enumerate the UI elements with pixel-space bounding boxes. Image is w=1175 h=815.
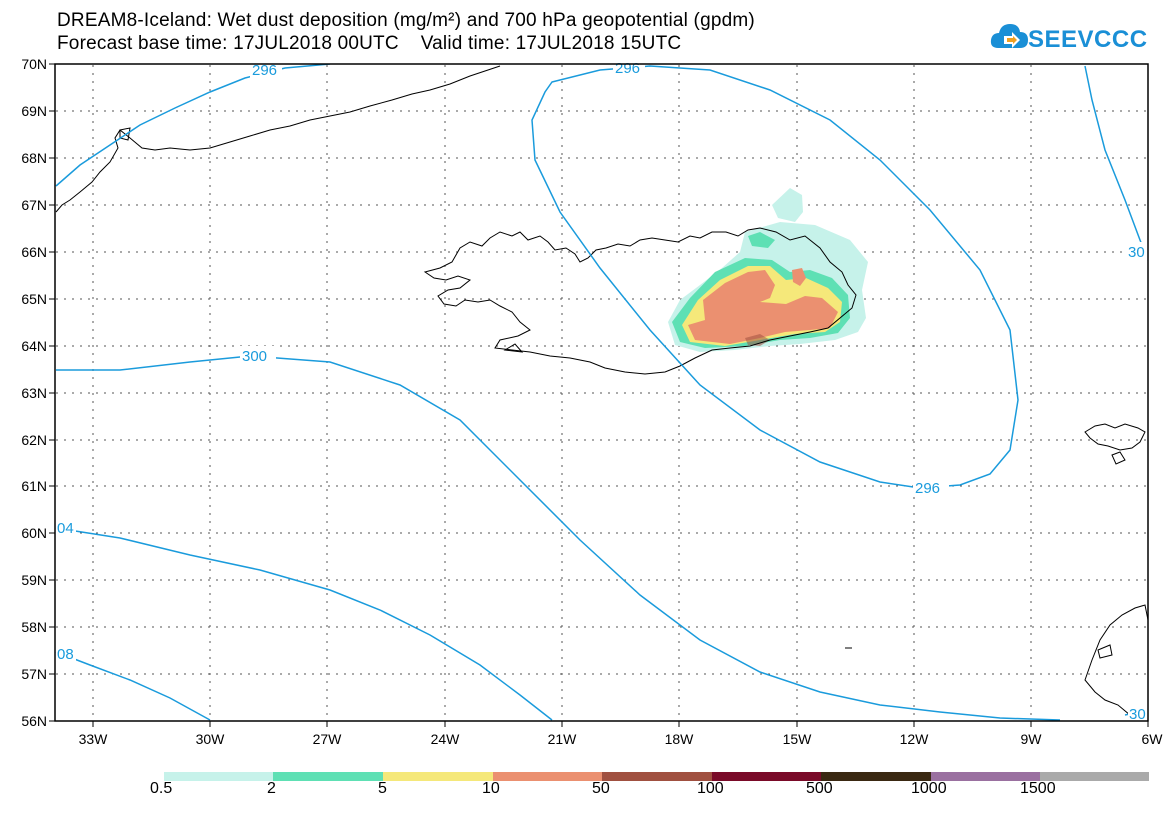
legend-label: 10 [482, 780, 500, 797]
lat-label: 56N [21, 713, 47, 729]
legend-swatch [602, 772, 712, 781]
lat-label: 65N [21, 291, 47, 307]
legend-label: 500 [806, 780, 833, 797]
legend-swatch [164, 772, 273, 781]
contour-label: 296 [252, 62, 277, 79]
legend-swatch [273, 772, 383, 781]
lat-label: 64N [21, 338, 47, 354]
logo-text: SEEVCCC [1028, 26, 1148, 53]
lat-label: 57N [21, 666, 47, 682]
lat-label: 61N [21, 478, 47, 494]
map-subtitle: Forecast base time: 17JUL2018 00UTC Vali… [57, 33, 682, 54]
contour-label: 296 [615, 60, 640, 77]
legend-swatch [821, 772, 931, 781]
legend-swatch [712, 772, 821, 781]
lat-label: 60N [21, 525, 47, 541]
legend-label: 1000 [911, 780, 947, 797]
latitude-labels: 70N 69N 68N 67N 66N 65N 64N 63N 62N 61N … [21, 56, 47, 729]
lon-label: 12W [900, 731, 930, 747]
legend-swatch [383, 772, 493, 781]
coastlines [55, 65, 1148, 721]
legend-swatch [931, 772, 1040, 781]
lon-label: 15W [783, 731, 813, 747]
lat-label: 58N [21, 619, 47, 635]
legend-swatch [1040, 772, 1149, 781]
legend-label: 2 [267, 780, 276, 797]
lon-label: 33W [79, 731, 109, 747]
lat-label: 59N [21, 572, 47, 588]
contour-label: 296 [915, 480, 940, 497]
legend-label: 5 [378, 780, 387, 797]
lat-label: 67N [21, 197, 47, 213]
legend-colorbar [164, 772, 1149, 781]
contour-label: 08 [57, 646, 74, 663]
grid-lines [56, 65, 1147, 720]
lat-label: 63N [21, 385, 47, 401]
contour-label: 30 [1128, 244, 1145, 261]
longitude-labels: 33W 30W 27W 24W 21W 18W 15W 12W 9W 6W [79, 731, 1164, 747]
legend-label: 1500 [1020, 780, 1056, 797]
legend-label: 100 [697, 780, 724, 797]
cloud-icon [990, 24, 1028, 48]
contour-label: 300 [242, 348, 267, 365]
legend-swatch [493, 772, 602, 781]
geopotential-contours [55, 64, 1148, 721]
legend-label: 50 [592, 780, 610, 797]
contour-label: 30 [1129, 706, 1146, 723]
map-title: DREAM8-Iceland: Wet dust deposition (mg/… [57, 10, 755, 31]
legend-label: 0.5 [150, 780, 173, 797]
lon-label: 18W [665, 731, 695, 747]
lat-label: 69N [21, 103, 47, 119]
seevccc-logo: SEEVCCC [990, 20, 1170, 60]
lat-label: 68N [21, 150, 47, 166]
lon-label: 9W [1021, 731, 1043, 747]
contour-label-backgrounds [56, 64, 1148, 721]
lat-label: 62N [21, 432, 47, 448]
lon-label: 21W [548, 731, 578, 747]
lat-label: 66N [21, 244, 47, 260]
lon-label: 30W [196, 731, 226, 747]
lon-label: 27W [313, 731, 343, 747]
contour-label: 04 [57, 520, 74, 537]
lon-label: 24W [431, 731, 461, 747]
axis-ticks [49, 63, 1149, 727]
dust-deposition-field [668, 188, 868, 352]
lat-label: 70N [21, 56, 47, 72]
lon-label: 6W [1142, 731, 1164, 747]
